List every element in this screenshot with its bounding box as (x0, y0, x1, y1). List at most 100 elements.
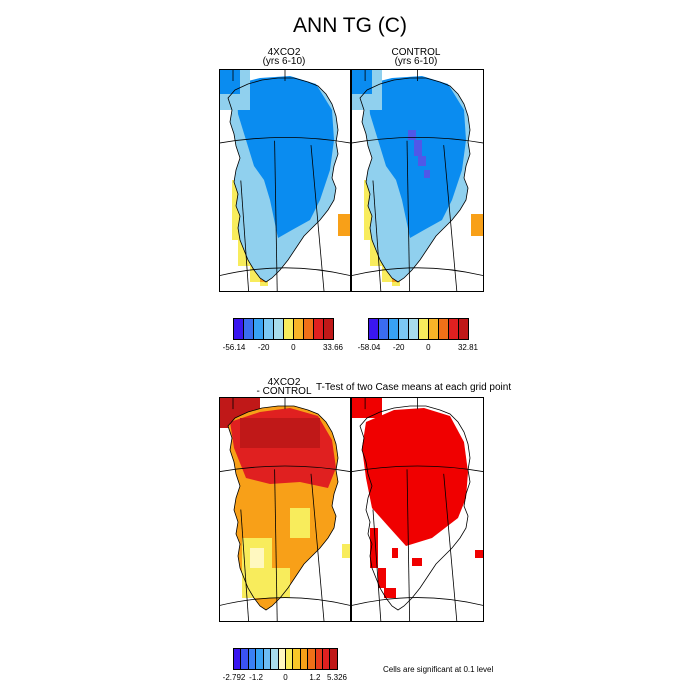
significant-cell (352, 398, 382, 418)
colorbar-box (314, 319, 324, 339)
colorbar-box (389, 319, 399, 339)
panel-title-control: CONTROL (yrs 6-10) (351, 47, 481, 67)
colorbar-label: 0 (283, 673, 288, 682)
panel-title-line1: 4XCO2 (267, 377, 301, 388)
colorbar-box (324, 319, 333, 339)
colorbar-control (368, 318, 469, 340)
colorbar-box (271, 649, 279, 669)
longitude-line (310, 145, 325, 291)
colorbar-box (234, 649, 242, 669)
coldest-cell (424, 170, 430, 178)
longitude-line (443, 145, 458, 291)
colorbar-labels-control: -58.04 -20 0 32.81 (358, 343, 478, 355)
colorbar-box (323, 649, 331, 669)
longitude-line (372, 509, 382, 621)
significant-cell (384, 588, 396, 598)
warm-cell (240, 418, 320, 448)
significant-cell (378, 568, 386, 588)
warm-land-cell (338, 214, 350, 236)
colorbar-label: -1.2 (249, 673, 263, 682)
colorbar-label: -56.14 (222, 343, 246, 352)
colorbar-box (369, 319, 379, 339)
panel-title-4xco2: 4XCO2 (yrs 6-10) (219, 48, 349, 67)
colorbar-box (244, 319, 254, 339)
colorbar-box (241, 649, 249, 669)
colorbar-box (330, 649, 337, 669)
moderate-cell (290, 508, 310, 538)
colorbar-label: 5.326 (326, 673, 348, 682)
ice-sheet-interior (236, 76, 334, 238)
coldest-cell (418, 156, 426, 166)
significant-cell (412, 558, 422, 566)
longitude-line (443, 473, 458, 621)
colorbar-label: -2.792 (222, 673, 246, 682)
significant-cell (392, 548, 398, 558)
colorbar-box (234, 319, 244, 339)
colorbar-label: -20 (392, 343, 405, 352)
colorbar-box (300, 649, 309, 669)
colorbar-label: -58.04 (357, 343, 381, 352)
colorbar-box (399, 319, 409, 339)
colorbar-box (284, 319, 294, 339)
colorbar-labels-4xco2: -56.14 -20 0 33.66 (223, 343, 343, 355)
colorbar-box (459, 319, 468, 339)
ttest-title: T-Test of two Case means at each grid po… (316, 382, 512, 393)
colorbar-box (274, 319, 284, 339)
graticule (220, 398, 350, 621)
map-panel-control (351, 69, 484, 292)
colorbar-box (248, 649, 257, 669)
colorbar-box (429, 319, 439, 339)
latitude-line (352, 597, 483, 606)
panel-title-line2: - CONTROL (256, 386, 312, 397)
colorbar-box (419, 319, 429, 339)
colorbar-label: -20 (257, 343, 270, 352)
coldest-cell (414, 140, 422, 156)
panel-title-difference: 4XCO2 - CONTROL (219, 377, 349, 397)
longitude-line (240, 180, 249, 291)
longitude-line (406, 140, 411, 291)
colorbar-label: 33.66 (322, 343, 344, 352)
colorbar-box (264, 319, 274, 339)
greenland-map-control (352, 70, 483, 291)
colorbar-box (439, 319, 449, 339)
colorbar-labels-difference: -2.792 -1.2 0 1.2 5.326 (223, 673, 347, 685)
low-cell (250, 548, 264, 568)
colorbar-label: 0 (426, 343, 431, 352)
significant-cell (475, 550, 483, 558)
latitude-line (220, 267, 350, 276)
map-panel-4xco2 (219, 69, 351, 292)
coastline (227, 405, 339, 611)
colorbar-box (409, 319, 419, 339)
panel-title-line1: CONTROL (391, 47, 441, 58)
warm-land-cell (471, 214, 483, 236)
latitude-line (220, 137, 350, 144)
coastline (227, 77, 339, 283)
colorbar-difference (233, 648, 338, 670)
colorbar-4xco2 (233, 318, 334, 340)
latitude-line (220, 465, 350, 472)
colorbar-box (256, 649, 264, 669)
longitude-line (274, 469, 278, 621)
panel-title-line2: (yrs 6-10) (262, 56, 306, 67)
significance-note: Cells are significant at 0.1 level (383, 665, 494, 674)
panel-title-line2: (yrs 6-10) (394, 56, 438, 67)
colorbar-box (449, 319, 459, 339)
coldest-cell (408, 130, 416, 140)
colorbar-label: 1.2 (309, 673, 321, 682)
colorbar-label: 32.81 (457, 343, 479, 352)
colorbar-label: 0 (291, 343, 296, 352)
graticule (352, 398, 483, 621)
longitude-line (406, 469, 411, 621)
colorbar-box (308, 649, 316, 669)
ice-cell (220, 70, 240, 94)
colorbar-box (379, 319, 389, 339)
graticule (220, 70, 350, 291)
greenland-map-significance (352, 398, 483, 621)
ice-cell (352, 70, 372, 94)
longitude-line (372, 180, 382, 291)
latitude-line (352, 267, 483, 276)
greenland-map-4xco2 (220, 70, 350, 291)
longitude-line (240, 509, 249, 621)
colorbar-box (263, 649, 272, 669)
moderate-cell (342, 544, 350, 558)
